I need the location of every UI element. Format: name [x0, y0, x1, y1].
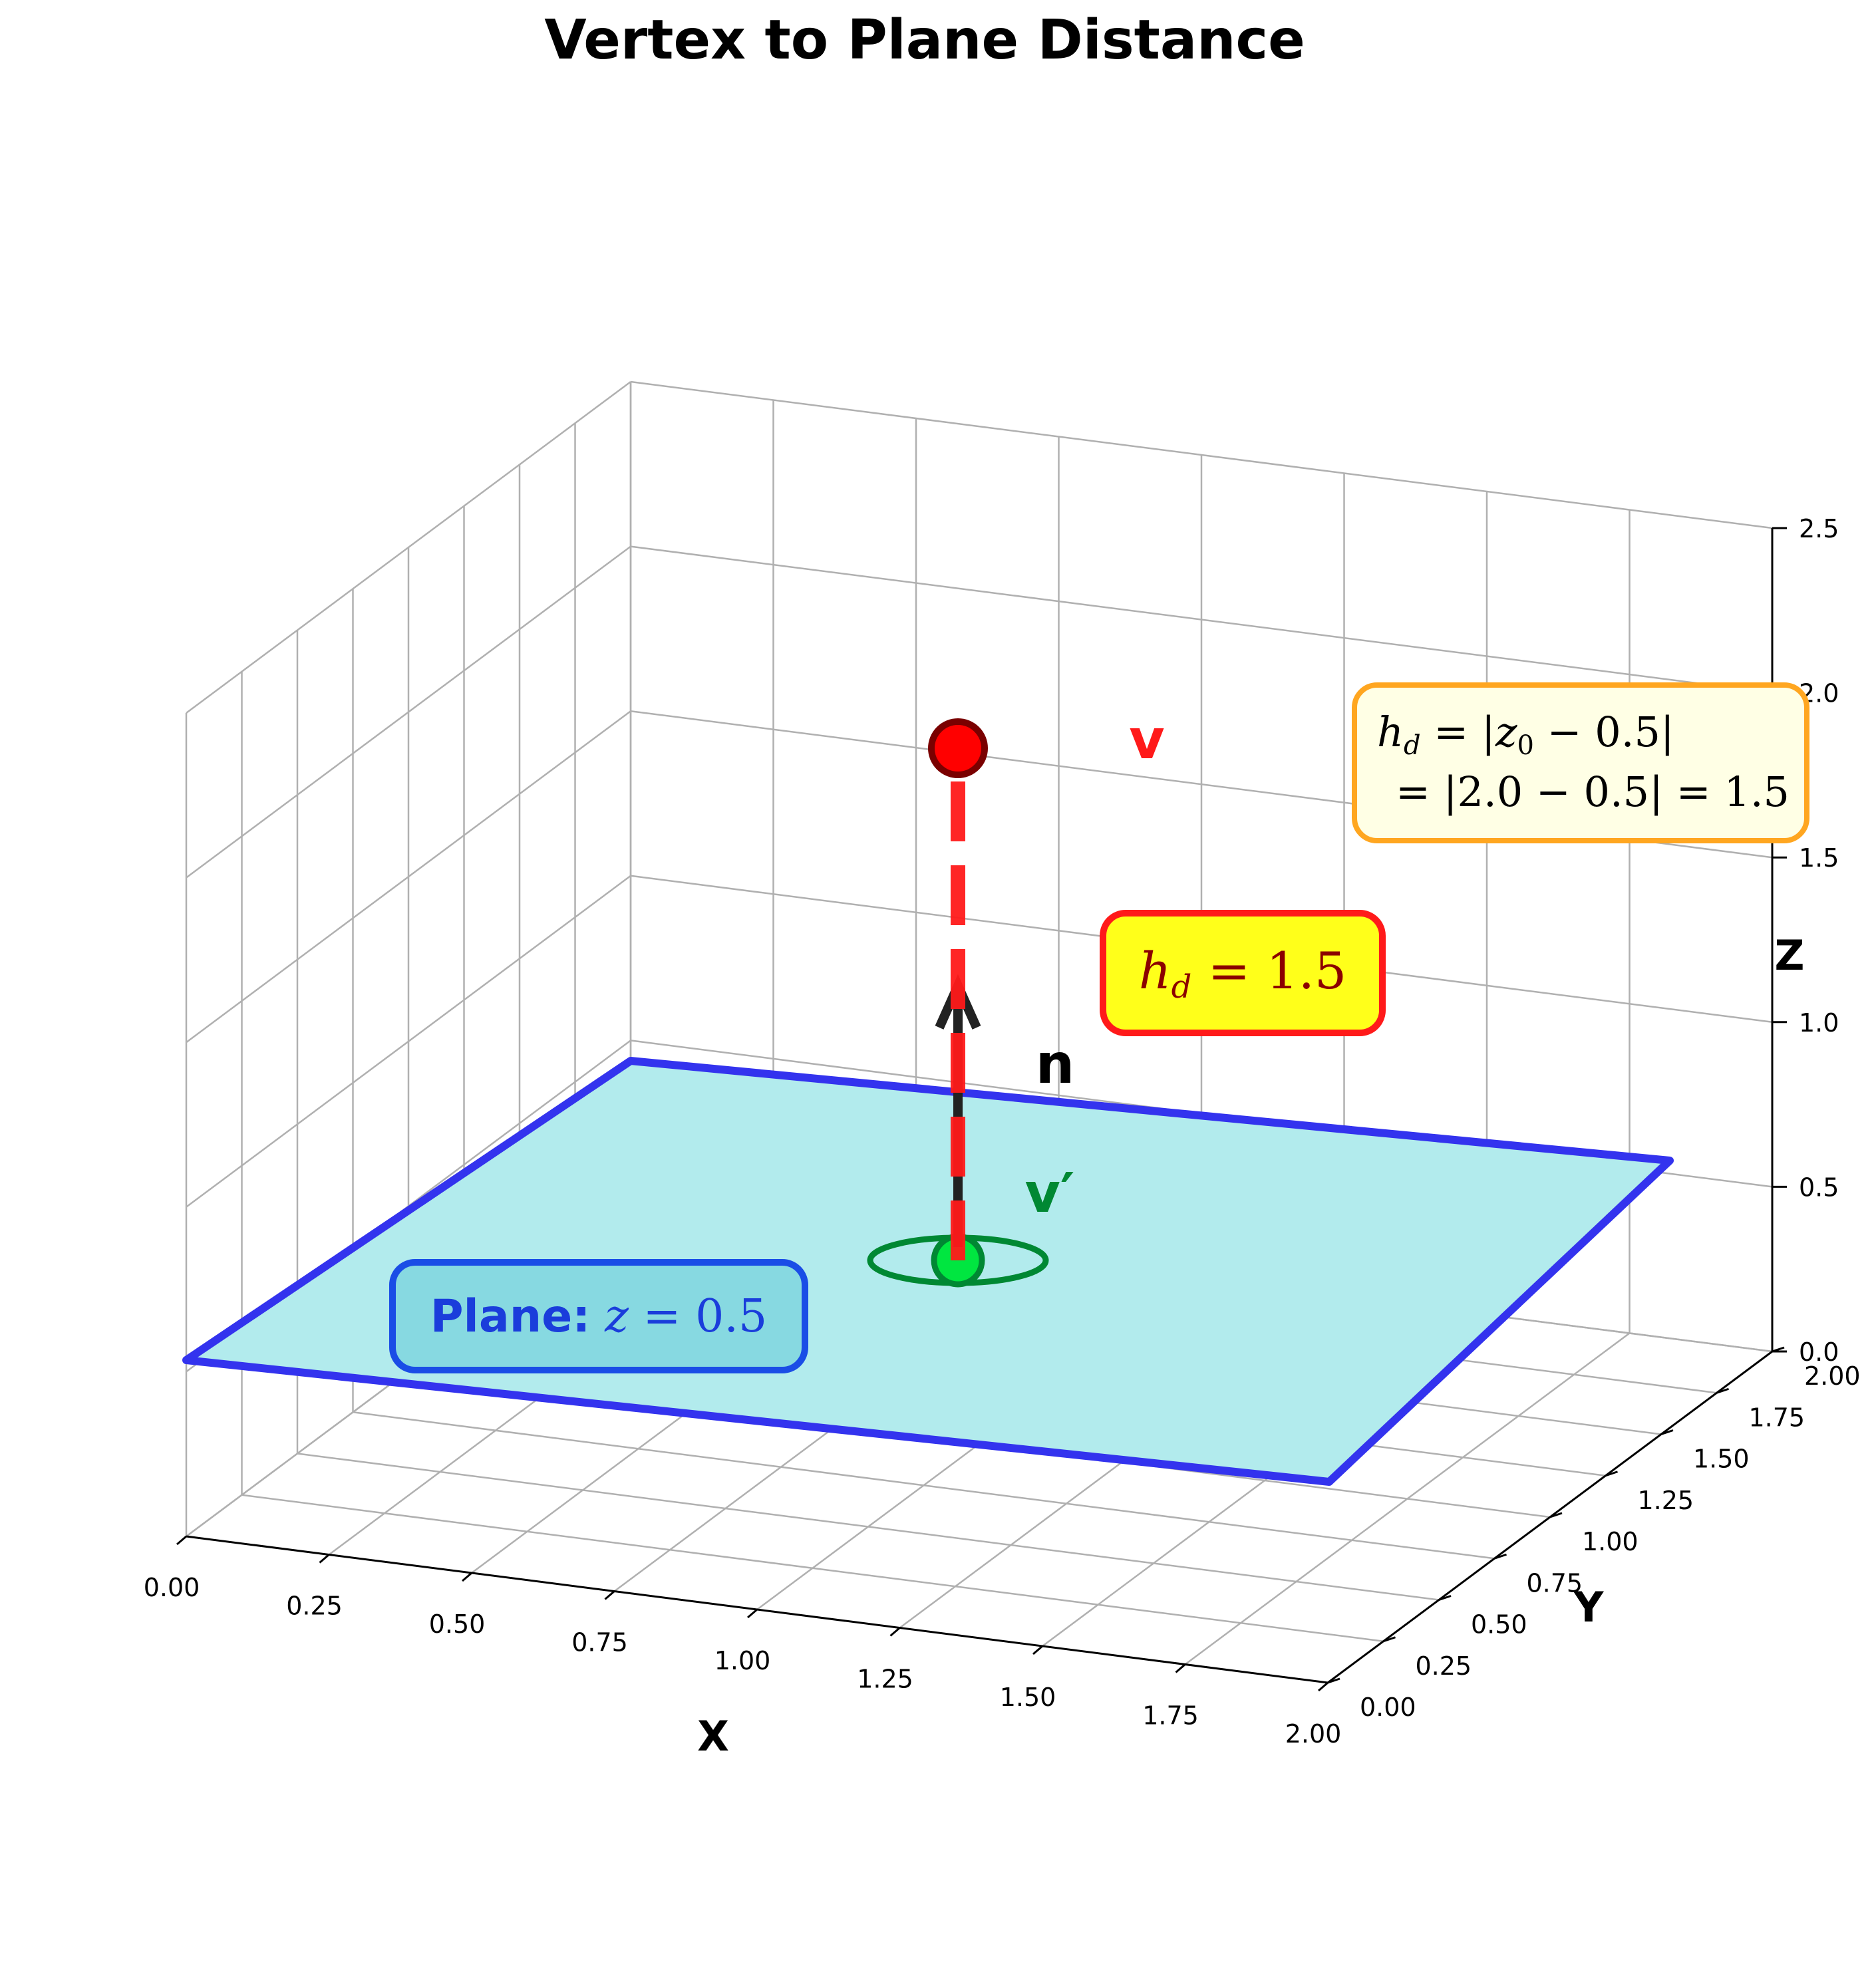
y-tick-label: 0.75 — [1527, 1568, 1583, 1598]
y-tick-label: 0.00 — [1360, 1693, 1416, 1722]
grid-layer — [185, 380, 1774, 1684]
side-gridline-z — [186, 710, 631, 1044]
formula-line-2: = |2.0 − 0.5| = 1.5 — [1396, 768, 1790, 816]
y-tick — [1494, 1553, 1507, 1560]
floor-gridline-y — [353, 1411, 1495, 1560]
x-tick — [176, 1535, 187, 1546]
x-tick — [462, 1572, 472, 1582]
y-tick-label: 0.25 — [1416, 1651, 1472, 1681]
formula-line-1: hd = |z0 − 0.5| — [1377, 708, 1674, 761]
y-tick-label: 1.00 — [1582, 1527, 1639, 1556]
formula-callout-box — [1352, 682, 1809, 843]
distance-callout: hd = 1.5 — [1100, 910, 1386, 1036]
y-tick-label: 1.50 — [1693, 1445, 1750, 1474]
floor-gridline-y — [297, 1453, 1440, 1601]
vertex-label: v — [1129, 708, 1164, 772]
plane-callout-box — [389, 1259, 808, 1373]
x-tick — [1318, 1681, 1329, 1692]
x-tick — [1032, 1645, 1043, 1655]
plane-layer — [182, 1057, 1674, 1486]
plane-surface — [182, 1057, 1674, 1486]
x-tick — [747, 1608, 758, 1619]
x-tick — [889, 1627, 901, 1637]
y-tick — [1660, 1429, 1674, 1435]
y-tick-label: 2.00 — [1804, 1361, 1861, 1391]
y-axis-label: Y — [1573, 1583, 1605, 1631]
z-axis-label: Z — [1775, 931, 1805, 980]
y-tick-label: 0.50 — [1471, 1610, 1527, 1639]
back-gridline-z — [630, 545, 1773, 694]
plane-callout: Plane: z = 0.5 — [389, 1259, 808, 1373]
diagram-title: Vertex to Plane Distance — [544, 9, 1305, 72]
y-tick-label: 1.25 — [1638, 1486, 1694, 1515]
z-tick-label: 0.0 — [1799, 1338, 1839, 1367]
floor-gridline-y — [241, 1494, 1384, 1642]
x-tick-label: 1.75 — [1142, 1701, 1199, 1731]
axis-layer: 0.000.250.500.751.001.251.501.752.000.00… — [144, 514, 1861, 1749]
y-tick — [1438, 1595, 1452, 1601]
x-tick — [604, 1590, 615, 1600]
projection-label: v′ — [1024, 1162, 1074, 1225]
z-tick-label: 1.5 — [1799, 843, 1839, 873]
x-axis-label: X — [697, 1712, 729, 1761]
x-tick-label: 0.50 — [429, 1610, 486, 1639]
z-tick-label: 1.0 — [1799, 1008, 1839, 1038]
y-tick — [1605, 1471, 1618, 1477]
x-tick-label: 0.00 — [144, 1573, 200, 1602]
normal-label: n — [1036, 1033, 1074, 1096]
distance-callout-text: hd = 1.5 — [1139, 941, 1347, 1006]
x-tick — [319, 1554, 330, 1564]
back-gridline-z — [630, 380, 1773, 529]
x-tick-label: 0.25 — [286, 1592, 343, 1621]
x-tick-label: 1.50 — [1000, 1683, 1056, 1712]
x-tick-label: 1.00 — [714, 1646, 771, 1675]
x-tick-label: 0.75 — [571, 1628, 628, 1657]
vertex-point — [928, 718, 988, 778]
distance-callout-box — [1100, 910, 1386, 1036]
x-tick — [1175, 1663, 1186, 1673]
y-tick — [1549, 1512, 1563, 1518]
x-tick-label: 1.25 — [857, 1665, 913, 1694]
plane-callout-text: Plane: z = 0.5 — [430, 1290, 768, 1343]
z-tick-label: 0.5 — [1799, 1173, 1839, 1202]
x-tick-label: 2.00 — [1285, 1719, 1342, 1749]
mark-layer — [867, 718, 1049, 1288]
side-gridline-z — [186, 380, 631, 714]
y-tick-label: 1.75 — [1749, 1403, 1805, 1432]
z-tick-label: 2.5 — [1799, 514, 1839, 543]
y-tick — [1383, 1636, 1396, 1643]
y-tick — [1327, 1677, 1340, 1684]
y-tick — [1716, 1387, 1729, 1394]
side-gridline-z — [186, 875, 631, 1208]
side-gridline-z — [186, 545, 631, 879]
formula-callout: hd = |z0 − 0.5| = |2.0 − 0.5| = 1.5 — [1352, 682, 1809, 843]
